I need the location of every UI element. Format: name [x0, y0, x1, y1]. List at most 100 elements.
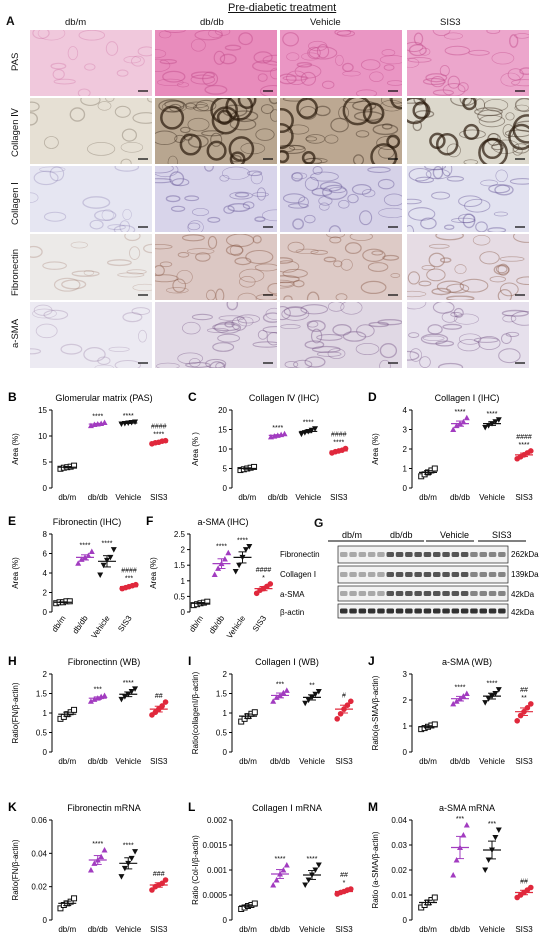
point-L-2-0: [302, 882, 309, 888]
x-tick-C-1: db/db: [268, 493, 289, 502]
x-tick-D-2: Vehicle: [479, 493, 505, 502]
x-tick-K-2: Vehicle: [115, 925, 141, 934]
micrograph-1-2: [280, 98, 402, 164]
point-I-0-4: [251, 709, 258, 716]
point-J-1-4: [463, 690, 470, 696]
y-tick-C-0: 0: [223, 484, 228, 493]
y-tick-D-0: 0: [403, 484, 408, 493]
micrograph-3-2: [280, 234, 402, 300]
point-E-2-0: [97, 572, 104, 578]
sig-C-1-0: ****: [272, 425, 283, 432]
point-M-2-3: [492, 835, 499, 841]
micrograph-0-1: [155, 30, 277, 96]
x-tick-K-3: SIS3: [150, 925, 168, 934]
panel-a-label: A: [6, 14, 15, 28]
sig-I-2-0: **: [309, 683, 315, 690]
sig-C-2-0: ****: [303, 420, 314, 427]
chart-L: L Collagen Ⅰ mRNA 0 0.0005 0.001 0.0015 0.002 R…: [188, 800, 354, 934]
point-F-2-0: [232, 568, 239, 575]
point-K-3-4: [162, 877, 169, 883]
point-J-3-0: [514, 718, 520, 724]
sig-E-3-1: ***: [125, 576, 133, 583]
sig-M-1-0: ***: [456, 816, 464, 823]
western-blot: db/m db/db Vehicle SIS3 Fibronectin 262kDa Col…: [280, 530, 539, 619]
y-tick-I-4: 2: [223, 670, 228, 679]
wb-group-1: db/db: [390, 530, 413, 540]
point-I-2-0: [302, 700, 309, 707]
sig-B-3-0: ####: [151, 424, 167, 431]
point-I-3-4: [348, 698, 354, 705]
point-K-2-3: [128, 855, 135, 862]
panel-g-label: G: [314, 516, 324, 530]
y-tick-F-3: 1.5: [174, 561, 186, 570]
y-tick-F-4: 2: [181, 546, 186, 555]
x-tick-J-1: db/db: [450, 757, 471, 766]
x-tick-E-3: SIS3: [116, 614, 134, 634]
panel-label-L: L: [188, 800, 195, 814]
chart-title-I: Collagen Ⅰ (WB): [255, 657, 319, 667]
y-tick-C-2: 10: [218, 445, 227, 454]
point-C-0-4: [251, 463, 258, 470]
point-E-2-4: [110, 547, 117, 553]
x-tick-F-0: db/m: [188, 614, 206, 634]
wb-band-name-3: β-actin: [280, 608, 304, 617]
point-J-1-3: [460, 693, 467, 699]
point-I-1-4: [283, 687, 290, 693]
y-label-H: Ratio(FN/β-actin): [11, 682, 20, 743]
point-D-2-4: [495, 417, 502, 423]
sig-F-1-0: ****: [216, 544, 227, 551]
wb-band-strip-0: [337, 545, 509, 564]
sig-H-3-0: ##: [155, 693, 163, 700]
point-I-1-3: [280, 689, 287, 696]
x-tick-F-3: SIS3: [251, 614, 269, 634]
point-B-0-4: [71, 462, 78, 469]
x-tick-I-0: db/m: [239, 757, 257, 766]
panel-label-I: I: [188, 654, 191, 668]
wb-band-size-0: 262kDa: [511, 550, 539, 559]
x-tick-B-1: db/db: [88, 493, 109, 502]
row-label-1: Collagen Ⅳ: [10, 108, 21, 157]
y-label-M: Ratio (a-SMA/β-actin): [371, 831, 380, 908]
y-tick-I-1: 0.5: [216, 729, 228, 738]
x-tick-D-0: db/m: [419, 493, 437, 502]
sig-K-1-0: ****: [92, 841, 103, 848]
x-tick-H-1: db/db: [88, 757, 109, 766]
sig-J-3-0: ##: [520, 687, 528, 694]
y-tick-E-4: 8: [43, 530, 48, 539]
y-label-F: Area (%): [149, 557, 158, 589]
point-B-2-4: [132, 419, 139, 425]
point-L-1-1: [273, 877, 280, 883]
point-H-2-4: [132, 686, 139, 692]
chart-title-D: Collagen Ⅰ (IHC): [435, 393, 500, 403]
point-K-1-4: [101, 847, 108, 853]
y-tick-B-0: 0: [43, 484, 48, 493]
micrograph-2-1: [155, 166, 277, 232]
y-tick-H-1: 0.5: [36, 729, 48, 738]
point-M-3-4: [528, 884, 534, 891]
point-I-2-4: [315, 689, 322, 695]
sig-B-3-1: ****: [153, 432, 164, 439]
wb-group-0: db/m: [342, 530, 362, 540]
x-tick-F-1: db/db: [207, 614, 226, 636]
point-F-1-4: [225, 549, 232, 556]
x-tick-K-0: db/m: [58, 925, 76, 934]
panel-label-M: M: [368, 800, 378, 814]
point-K-2-0: [118, 874, 125, 880]
x-tick-M-1: db/db: [450, 925, 471, 934]
wb-band-size-3: 42kDa: [511, 608, 535, 617]
y-tick-H-2: 1: [43, 709, 48, 718]
sig-D-2-0: ****: [487, 411, 498, 418]
column-header-2: Vehicle: [310, 17, 341, 28]
point-M-1-0: [450, 872, 457, 878]
wb-band-name-0: Fibronectin: [280, 550, 320, 559]
y-tick-E-2: 4: [43, 569, 48, 578]
y-tick-K-0: 0: [43, 916, 48, 925]
point-D-0-4: [431, 465, 438, 472]
chart-I: I Collagen Ⅰ (WB) 0 0.5 1 1.5 2 Ratio(collagenⅠ…: [188, 654, 354, 766]
point-F-1-0: [211, 571, 218, 578]
micrograph-2-2: [280, 166, 402, 232]
point-J-2-3: [492, 691, 499, 697]
x-tick-C-0: db/m: [238, 493, 256, 502]
